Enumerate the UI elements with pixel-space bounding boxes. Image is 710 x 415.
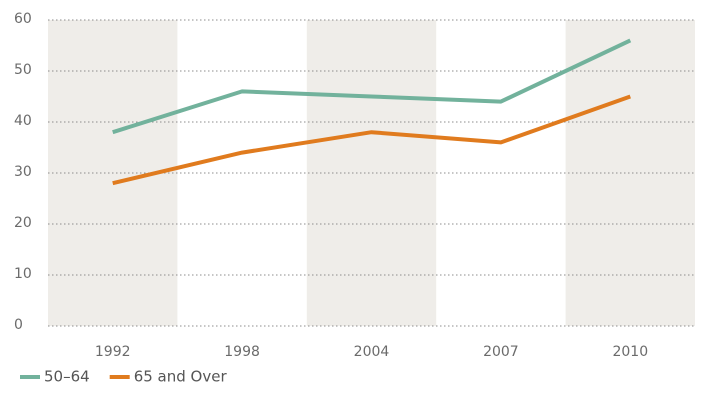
x-tick-label: 2010 bbox=[612, 344, 648, 360]
y-tick-label: 50 bbox=[14, 62, 32, 78]
legend-label: 65 and Over bbox=[134, 368, 228, 386]
x-tick-label: 1992 bbox=[95, 344, 131, 360]
legend-label: 50–64 bbox=[44, 368, 90, 386]
y-tick-label: 40 bbox=[14, 113, 32, 129]
x-tick-label: 2004 bbox=[354, 344, 390, 360]
series-line bbox=[112, 94, 631, 186]
y-tick-label: 60 bbox=[14, 11, 32, 27]
y-tick-label: 0 bbox=[14, 317, 23, 333]
y-tick-label: 30 bbox=[14, 164, 32, 180]
y-tick-label: 10 bbox=[14, 266, 32, 282]
x-tick-label: 1998 bbox=[224, 344, 260, 360]
y-tick-label: 20 bbox=[14, 215, 32, 231]
x-tick-label: 2007 bbox=[483, 344, 519, 360]
series-line bbox=[112, 38, 632, 135]
